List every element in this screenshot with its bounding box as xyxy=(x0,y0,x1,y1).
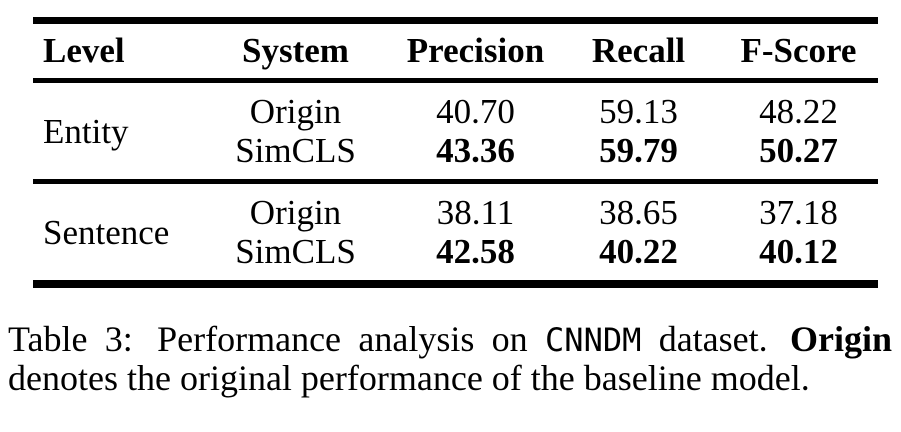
level-cell: Sentence xyxy=(43,212,170,252)
fscore-cell: 40.12 xyxy=(759,232,838,271)
fscore-cell: 50.27 xyxy=(759,131,838,170)
header-recall: Recall xyxy=(591,31,686,70)
table-row: Entity Origin 40.70 59.13 48.22 xyxy=(33,81,878,150)
precision-cell: 42.58 xyxy=(436,232,515,271)
entity-group: Entity Origin 40.70 59.13 48.22 SimCLS 4… xyxy=(33,81,878,182)
system-cell: SimCLS xyxy=(235,131,356,170)
caption-text-middle: dataset. xyxy=(658,319,768,359)
caption-dataset-name: CNNDM xyxy=(545,321,642,359)
fscore-cell: 37.18 xyxy=(759,193,838,232)
table-row: SimCLS 43.36 59.79 50.27 xyxy=(33,131,878,182)
header-row: Level System Precision Recall F-Score xyxy=(33,21,878,81)
header-precision: Precision xyxy=(406,31,545,70)
header-system: System xyxy=(242,31,349,70)
precision-cell: 40.70 xyxy=(436,92,515,131)
caption-text-before: Performance analysis on xyxy=(157,319,528,359)
table-row: SimCLS 42.58 40.22 40.12 xyxy=(33,232,878,284)
table-row: Sentence Origin 38.11 38.65 37.18 xyxy=(33,182,878,251)
paper-table-figure: Level System Precision Recall F-Score En… xyxy=(0,17,901,432)
caption-text-after: denotes the original performance of the … xyxy=(8,358,810,398)
system-cell: Origin xyxy=(249,92,342,131)
recall-cell: 40.22 xyxy=(599,232,678,271)
precision-cell: 38.11 xyxy=(436,193,515,232)
table-caption: Table 3: Performance analysis on CNNDM d… xyxy=(8,320,892,397)
results-table: Level System Precision Recall F-Score En… xyxy=(33,17,878,288)
precision-cell: 43.36 xyxy=(436,131,515,170)
recall-cell: 59.79 xyxy=(599,131,678,170)
fscore-cell: 48.22 xyxy=(759,92,838,131)
system-cell: Origin xyxy=(249,193,342,232)
system-cell: SimCLS xyxy=(235,232,356,271)
header-fscore: F-Score xyxy=(740,31,857,70)
header-level: Level xyxy=(43,31,125,70)
sentence-group: Sentence Origin 38.11 38.65 37.18 SimCLS… xyxy=(33,182,878,285)
recall-cell: 59.13 xyxy=(599,92,678,131)
recall-cell: 38.65 xyxy=(599,193,678,232)
caption-bold-term: Origin xyxy=(790,319,893,359)
level-cell: Entity xyxy=(43,111,129,151)
caption-label: Table 3: xyxy=(8,319,133,359)
